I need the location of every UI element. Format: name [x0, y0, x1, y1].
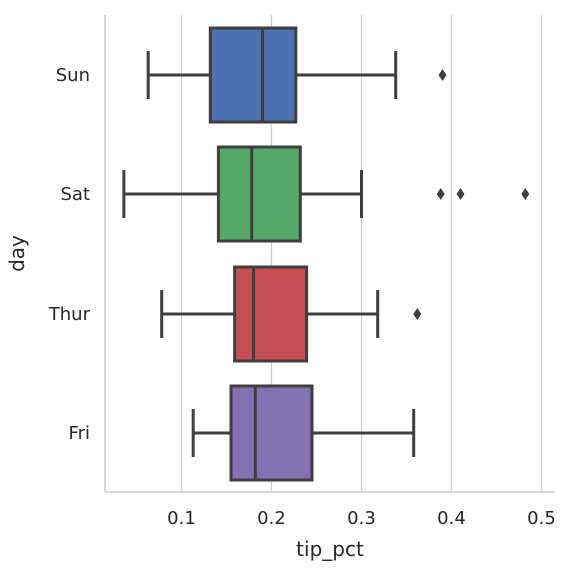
iqr-box [216, 145, 302, 243]
y-tick-labels: Sun Sat Thur Fri [48, 65, 91, 444]
y-tick-label: Fri [69, 423, 90, 444]
outlier-point [413, 308, 422, 320]
iqr-box [233, 265, 309, 363]
iqr-box [229, 384, 314, 482]
x-tick-label: 0.4 [437, 508, 466, 529]
x-tick-label: 0.5 [527, 508, 556, 529]
x-tick-label: 0.1 [167, 508, 196, 529]
y-axis-label: day [5, 235, 29, 272]
y-tick-label: Thur [48, 304, 91, 325]
box-thur [160, 265, 422, 363]
x-tick-labels: 0.1 0.2 0.3 0.4 0.5 [167, 508, 556, 529]
x-tick-label: 0.2 [257, 508, 286, 529]
box-sat [122, 145, 530, 243]
outlier-point [521, 188, 530, 200]
box-fri [191, 384, 416, 482]
outlier-point [436, 188, 445, 200]
y-tick-label: Sun [56, 65, 90, 86]
x-tick-label: 0.3 [347, 508, 376, 529]
outlier-point [456, 188, 465, 200]
outlier-point [438, 69, 447, 81]
x-axis-label: tip_pct [296, 537, 364, 561]
iqr-box [208, 26, 298, 124]
y-tick-label: Sat [60, 184, 90, 205]
box-sun [146, 26, 447, 124]
boxes [122, 26, 530, 482]
